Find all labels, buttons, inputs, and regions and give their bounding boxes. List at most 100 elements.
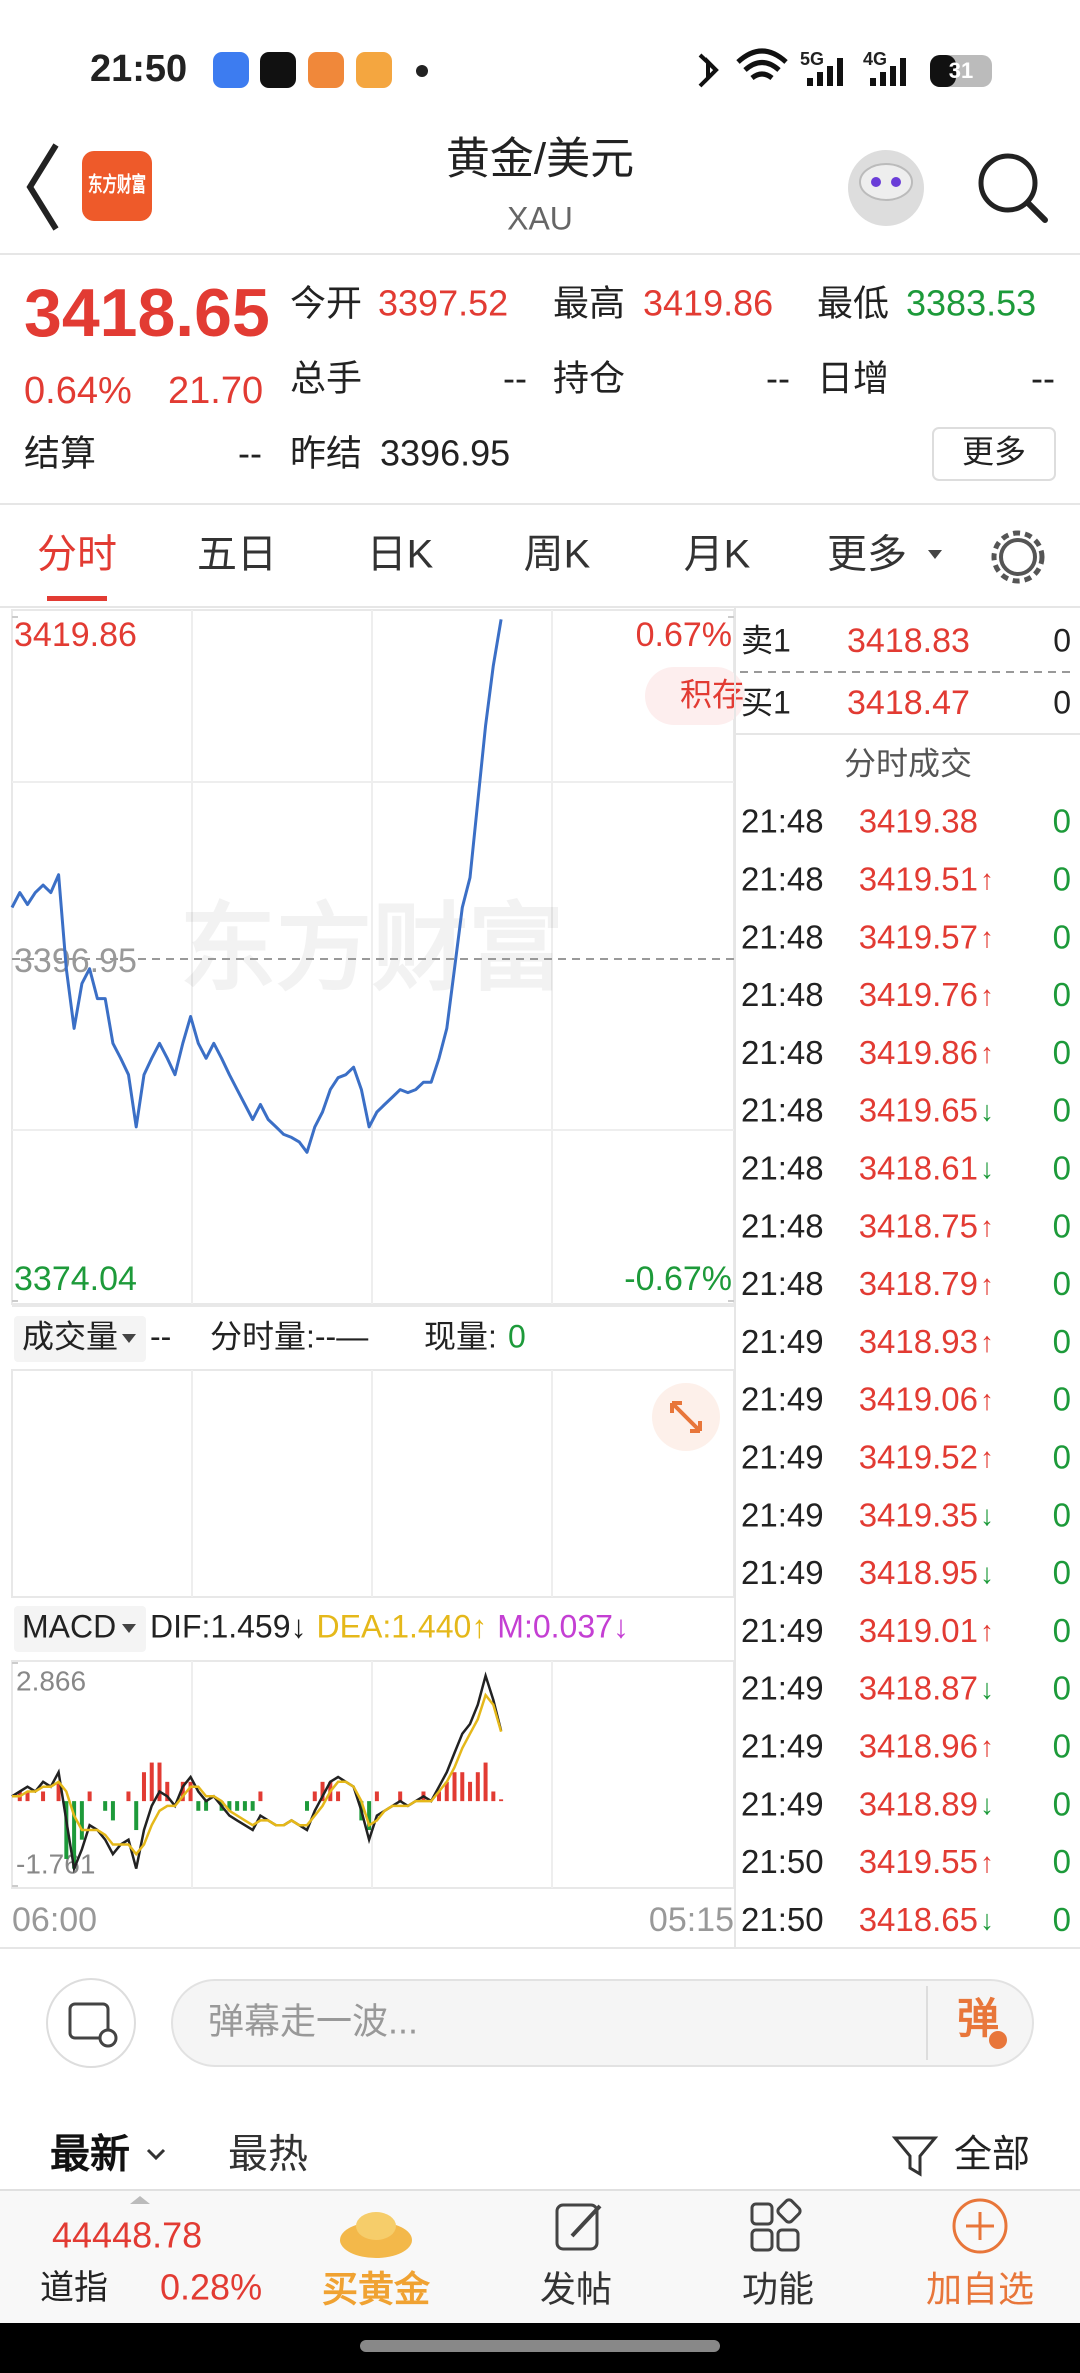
trade-time: 21:50: [741, 1843, 824, 1880]
tab[interactable]: 月K: [684, 533, 751, 577]
trade-volume: 0: [1053, 1381, 1071, 1418]
macd-bar: [475, 1772, 480, 1802]
y-tick-label: -1.761: [16, 1848, 95, 1879]
macd-line: [11, 1671, 503, 1874]
y-tick-label: 3396.95: [14, 942, 137, 980]
macd-bar: [87, 1791, 92, 1802]
bottom-nav: [0, 2190, 1080, 2323]
logo-text: 东方财富: [88, 173, 146, 197]
nav-item[interactable]: 功能: [742, 2269, 814, 2310]
index-name[interactable]: 道指: [40, 2269, 108, 2307]
filter-icon[interactable]: [891, 2136, 939, 2177]
macd-bar: [312, 1791, 317, 1802]
trade-volume: 0: [1053, 1207, 1071, 1244]
trade-time: 21:49: [741, 1728, 824, 1765]
macd-bar: [41, 1791, 46, 1802]
trade-price: 3419.38: [859, 803, 978, 840]
trade-volume: 0: [1053, 1034, 1071, 1071]
settings-icon[interactable]: [999, 538, 1037, 576]
feed-tab[interactable]: 最热: [228, 2133, 308, 2177]
danmaku-icon: [68, 2002, 110, 2040]
trade-volume: 0: [1053, 1496, 1071, 1533]
subtitle: XAU: [507, 200, 573, 236]
macd-bar: [444, 1781, 449, 1802]
macd-line: [12, 1692, 503, 1857]
current-volume-label: 现量:: [424, 1318, 497, 1354]
tag-text[interactable]: 积存: [680, 676, 744, 712]
current-volume: 0: [508, 1318, 526, 1354]
trade-arrow: ↑: [980, 1384, 994, 1415]
tab[interactable]: 更多: [827, 533, 907, 577]
trade-time: 21:48: [741, 918, 824, 955]
func-icon: [750, 2202, 774, 2226]
feed-tab[interactable]: 最新: [50, 2133, 130, 2177]
y-tick-label: 2.866: [16, 1665, 86, 1696]
selector-box[interactable]: [14, 1316, 146, 1362]
trade-price: 3418.95: [859, 1554, 978, 1591]
dropdown-caret: [928, 550, 942, 559]
nav-item[interactable]: 发帖: [540, 2269, 612, 2310]
eye: [871, 177, 881, 187]
volume-selector[interactable]: 成交量: [22, 1318, 118, 1354]
macd-bar: [188, 1781, 193, 1802]
trade-price: 3418.65: [859, 1901, 978, 1938]
macd-bar: [468, 1781, 473, 1802]
trade-arrow: ↓: [980, 1789, 994, 1820]
book-price: 3418.83: [847, 622, 970, 660]
field-value: --: [503, 358, 527, 399]
tab[interactable]: 五日: [197, 533, 277, 577]
trade-time: 21:49: [741, 1785, 824, 1822]
field-value: 3383.53: [906, 283, 1036, 324]
search-icon[interactable]: [978, 153, 1038, 213]
feed-tabs: 最新 最热: [50, 2133, 308, 2177]
price-chart: 3419.86 3396.95 3374.04 0.67% -0.67%: [10, 616, 734, 1302]
wifi-icon: [736, 48, 788, 81]
assistant-face: [859, 163, 913, 201]
battery-text: 31: [949, 58, 973, 83]
tab[interactable]: 分时: [37, 533, 117, 577]
trade-arrow: ↓: [980, 1673, 994, 1704]
macd-bar: [227, 1801, 232, 1811]
more-button-text[interactable]: 更多: [962, 433, 1026, 469]
add-icon: [952, 2198, 1008, 2254]
trade-arrow: ↑: [980, 1616, 994, 1647]
macd-bar: [460, 1772, 465, 1802]
trade-arrow: ↑: [980, 1442, 994, 1473]
tag-pill[interactable]: [645, 667, 745, 725]
tab[interactable]: 周K: [524, 533, 591, 577]
order-book: 卖1 3418.83 0 买1 3418.47 0: [741, 622, 1071, 722]
comment-placeholder[interactable]: 弹幕走一波...: [208, 2001, 418, 2042]
back-button[interactable]: [26, 143, 59, 231]
trade-price: 3419.57: [859, 918, 978, 955]
nav-item[interactable]: 加自选: [926, 2269, 1034, 2310]
macd-bar: [110, 1801, 115, 1821]
nav-item[interactable]: 买黄金: [322, 2269, 431, 2310]
home-indicator[interactable]: [360, 2340, 720, 2352]
trade-arrow: ↑: [980, 1847, 994, 1878]
trade-time: 21:49: [741, 1496, 824, 1533]
field-label: 总手: [290, 358, 362, 399]
index-change[interactable]: 0.28%: [160, 2267, 262, 2308]
filter-text[interactable]: 全部: [954, 2134, 1030, 2176]
more-button[interactable]: [932, 427, 1056, 481]
selector-box[interactable]: [14, 1606, 146, 1652]
nav-items: 买黄金 发帖 功能 加自选: [322, 2269, 1034, 2310]
comment-input[interactable]: [171, 1979, 1034, 2067]
macd-bar: [64, 1801, 69, 1859]
add-icon-plus: [966, 2212, 994, 2240]
trade-price: 3419.52: [859, 1439, 978, 1476]
trade-price: 3419.01: [859, 1612, 978, 1649]
trade-volume: 0: [1053, 1554, 1071, 1591]
index-value[interactable]: 44448.78: [52, 2215, 202, 2256]
change: 21.70: [168, 370, 263, 412]
danmaku-toggle[interactable]: [46, 1978, 136, 2068]
field-label: 最高: [553, 283, 625, 324]
field-label: 昨结: [290, 433, 362, 474]
trade-time: 21:48: [741, 976, 824, 1013]
tab[interactable]: 日K: [367, 533, 434, 577]
indicator-selector[interactable]: MACD: [22, 1608, 116, 1644]
logo: [82, 151, 152, 221]
watermark: 东方财富: [180, 895, 564, 1002]
trade-time: 21:49: [741, 1554, 824, 1591]
post-icon-pen: [570, 2204, 602, 2238]
